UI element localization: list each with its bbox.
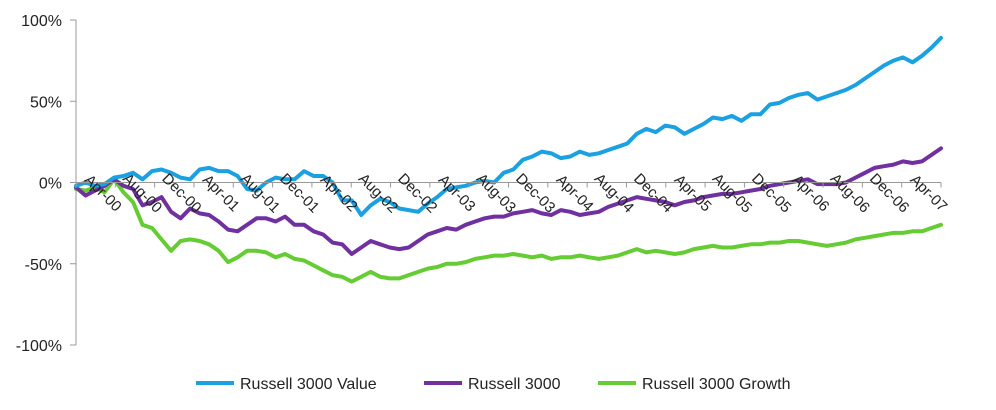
legend-label: Russell 3000 Value xyxy=(240,376,377,393)
y-axis: 100% 50% 0% -50% -100% xyxy=(16,13,77,355)
x-tick-label: Dec-05 xyxy=(748,170,794,216)
series-line-russell-3000 xyxy=(74,146,943,256)
y-tick-label: -50% xyxy=(25,257,62,274)
legend-label: Russell 3000 Growth xyxy=(642,376,791,393)
series-line-russell-3000-growth xyxy=(74,177,943,284)
series-line-russell-3000-value xyxy=(74,35,943,217)
y-tick-label: -100% xyxy=(16,338,62,355)
x-tick-label: Apr-06 xyxy=(789,171,833,215)
x-tick-label: Apr-07 xyxy=(907,171,951,215)
x-tick-label: Dec-04 xyxy=(630,170,676,216)
x-tick-label: Aug-04 xyxy=(591,170,637,216)
legend: Russell 3000 Value Russell 3000 Russell 30… xyxy=(196,376,791,393)
y-tick-label: 50% xyxy=(30,94,62,111)
x-tick-label: Aug-06 xyxy=(827,170,873,216)
x-tick-label: Aug-02 xyxy=(355,170,401,216)
x-tick-label: Apr-02 xyxy=(317,171,361,215)
x-tick-label: Apr-01 xyxy=(199,171,243,215)
x-axis: Apr-00Aug-00Dec-00Apr-01Aug-01Dec-01Apr-… xyxy=(75,170,951,216)
x-tick-label: Apr-05 xyxy=(671,171,715,215)
series-lines xyxy=(74,35,943,284)
x-tick-label: Dec-06 xyxy=(866,170,912,216)
y-tick-label: 100% xyxy=(21,13,62,30)
legend-label: Russell 3000 xyxy=(468,376,561,393)
x-tick-label: Aug-03 xyxy=(473,170,519,216)
y-tick-label: 0% xyxy=(39,176,62,193)
